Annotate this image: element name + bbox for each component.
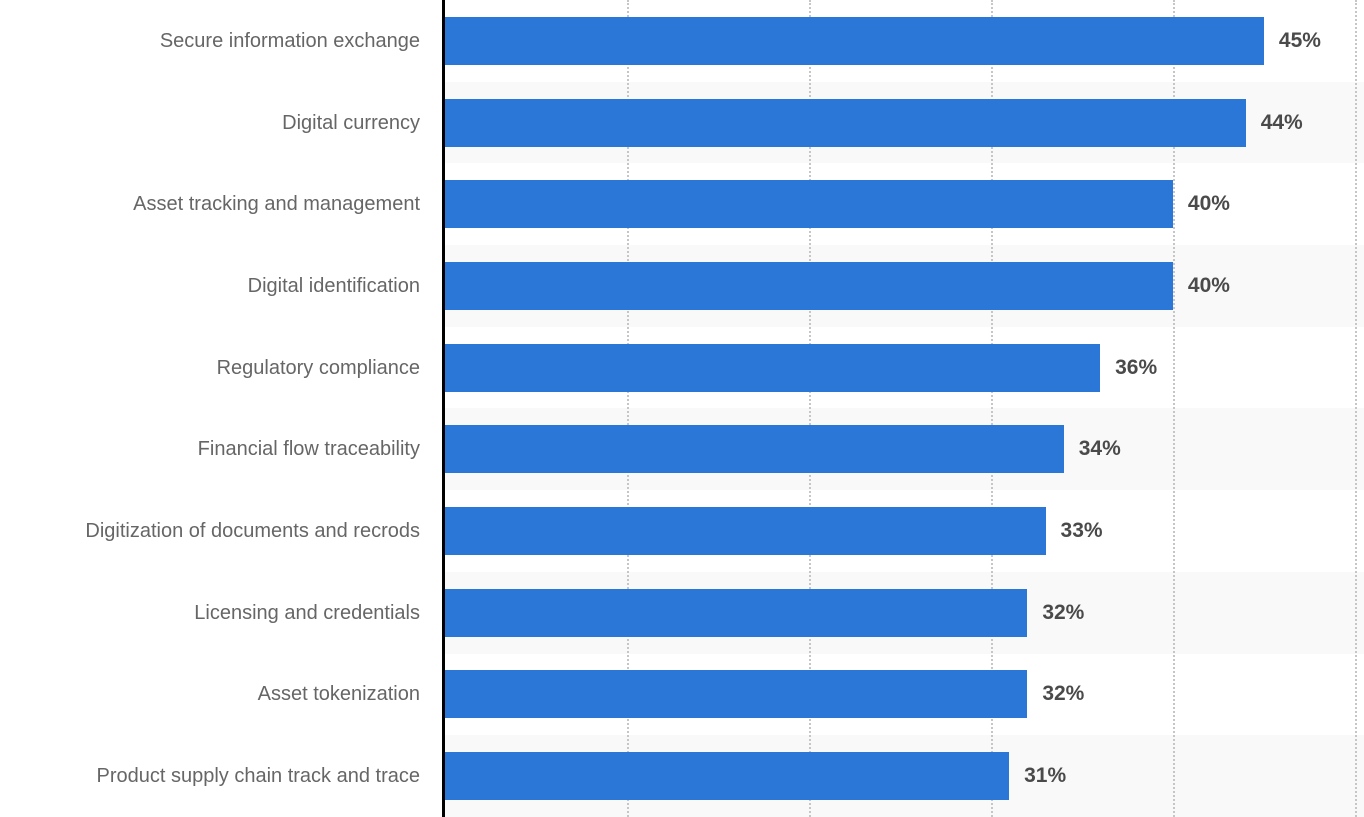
plot-cell: 40% [445, 163, 1364, 245]
category-label: Financial flow traceability [197, 438, 420, 461]
category-label: Digital identification [247, 274, 420, 297]
chart-row: Regulatory compliance 36% [0, 327, 1364, 409]
bar[interactable] [445, 261, 1173, 310]
category-label: Product supply chain track and trace [96, 765, 420, 788]
chart-row: Asset tracking and management 40% [0, 163, 1364, 245]
bar[interactable] [445, 752, 1010, 801]
chart-row: Asset tokenization 32% [0, 654, 1364, 736]
plot-cell: 32% [445, 571, 1364, 654]
value-label: 45% [1278, 28, 1321, 52]
bar[interactable] [445, 343, 1101, 392]
value-label: 32% [1042, 682, 1085, 706]
value-label: 40% [1187, 192, 1230, 216]
chart-row: Digitization of documents and recrods 33… [0, 490, 1364, 572]
plot-cell: 31% [445, 735, 1364, 817]
category-label: Secure information exchange [159, 29, 420, 52]
category-label: Licensing and credentials [194, 601, 420, 624]
plot-cell: 33% [445, 490, 1364, 572]
chart-row: Financial flow traceability 34% [0, 408, 1364, 491]
bar[interactable] [445, 506, 1046, 555]
chart-row: Licensing and credentials 32% [0, 571, 1364, 654]
value-label: 40% [1187, 273, 1230, 297]
plot-cell: 34% [445, 408, 1364, 491]
plot-cell: 40% [445, 245, 1364, 327]
plot-cell: 45% [445, 0, 1364, 82]
bar[interactable] [445, 425, 1064, 474]
plot-cell: 32% [445, 654, 1364, 736]
y-axis-line [442, 0, 445, 817]
value-label: 44% [1260, 110, 1303, 134]
category-label: Asset tracking and management [133, 193, 420, 216]
category-label: Regulatory compliance [216, 356, 420, 379]
bar[interactable] [445, 16, 1264, 65]
plot-cell: 36% [445, 327, 1364, 409]
category-label: Digital currency [282, 111, 420, 134]
value-label: 34% [1078, 437, 1121, 461]
value-label: 32% [1042, 600, 1085, 624]
chart-row: Digital currency 44% [0, 81, 1364, 164]
bar[interactable] [445, 98, 1246, 147]
category-label: Asset tokenization [257, 683, 420, 706]
value-label: 36% [1115, 355, 1158, 379]
bar[interactable] [445, 670, 1028, 719]
category-label: Digitization of documents and recrods [85, 519, 420, 542]
chart-row: Digital identification 40% [0, 245, 1364, 327]
value-label: 33% [1060, 518, 1103, 542]
plot-cell: 44% [445, 81, 1364, 164]
value-label: 31% [1024, 764, 1067, 788]
chart-row: Product supply chain track and trace 31% [0, 735, 1364, 817]
chart-row: Secure information exchange 45% [0, 0, 1364, 82]
bar[interactable] [445, 180, 1173, 229]
bar[interactable] [445, 588, 1028, 637]
